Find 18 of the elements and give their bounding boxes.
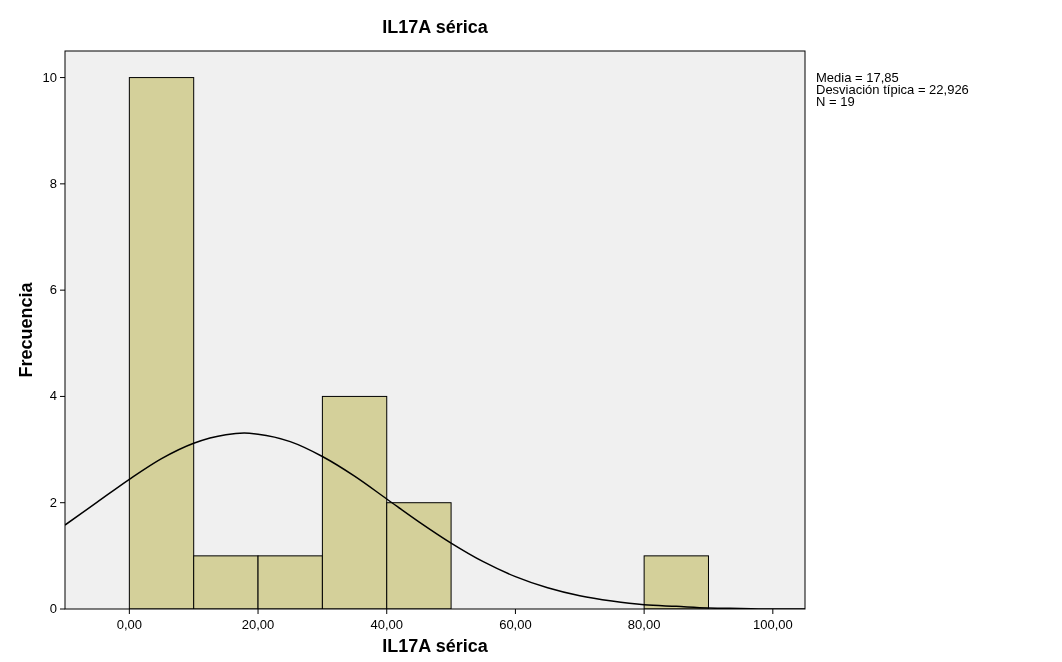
x-tick-label: 0,00 — [116, 617, 142, 632]
x-tick-label: 100,00 — [752, 617, 793, 632]
y-tick-label: 6 — [49, 282, 57, 298]
text: Media = 17,85 — [816, 70, 899, 85]
y-tick-label: 8 — [49, 175, 57, 191]
y-tick-label: 4 — [49, 388, 57, 404]
x-axis-title: IL17A sérica — [382, 636, 489, 656]
x-tick-label: 20,00 — [241, 617, 275, 632]
x-tick-label: 80,00 — [627, 617, 661, 632]
y-axis-title: Frecuencia — [16, 281, 36, 378]
text: Desviación típica = 22,926 — [816, 82, 969, 97]
text: N = 19 — [816, 94, 855, 109]
chart-title: IL17A sérica — [382, 17, 489, 37]
y-tick-label: 0 — [49, 601, 57, 616]
y-tick-label: 10 — [42, 69, 57, 85]
y-tick-label: 2 — [49, 494, 57, 510]
x-tick-label: 60,00 — [499, 617, 532, 632]
x-tick-label: 40,00 — [370, 617, 404, 632]
